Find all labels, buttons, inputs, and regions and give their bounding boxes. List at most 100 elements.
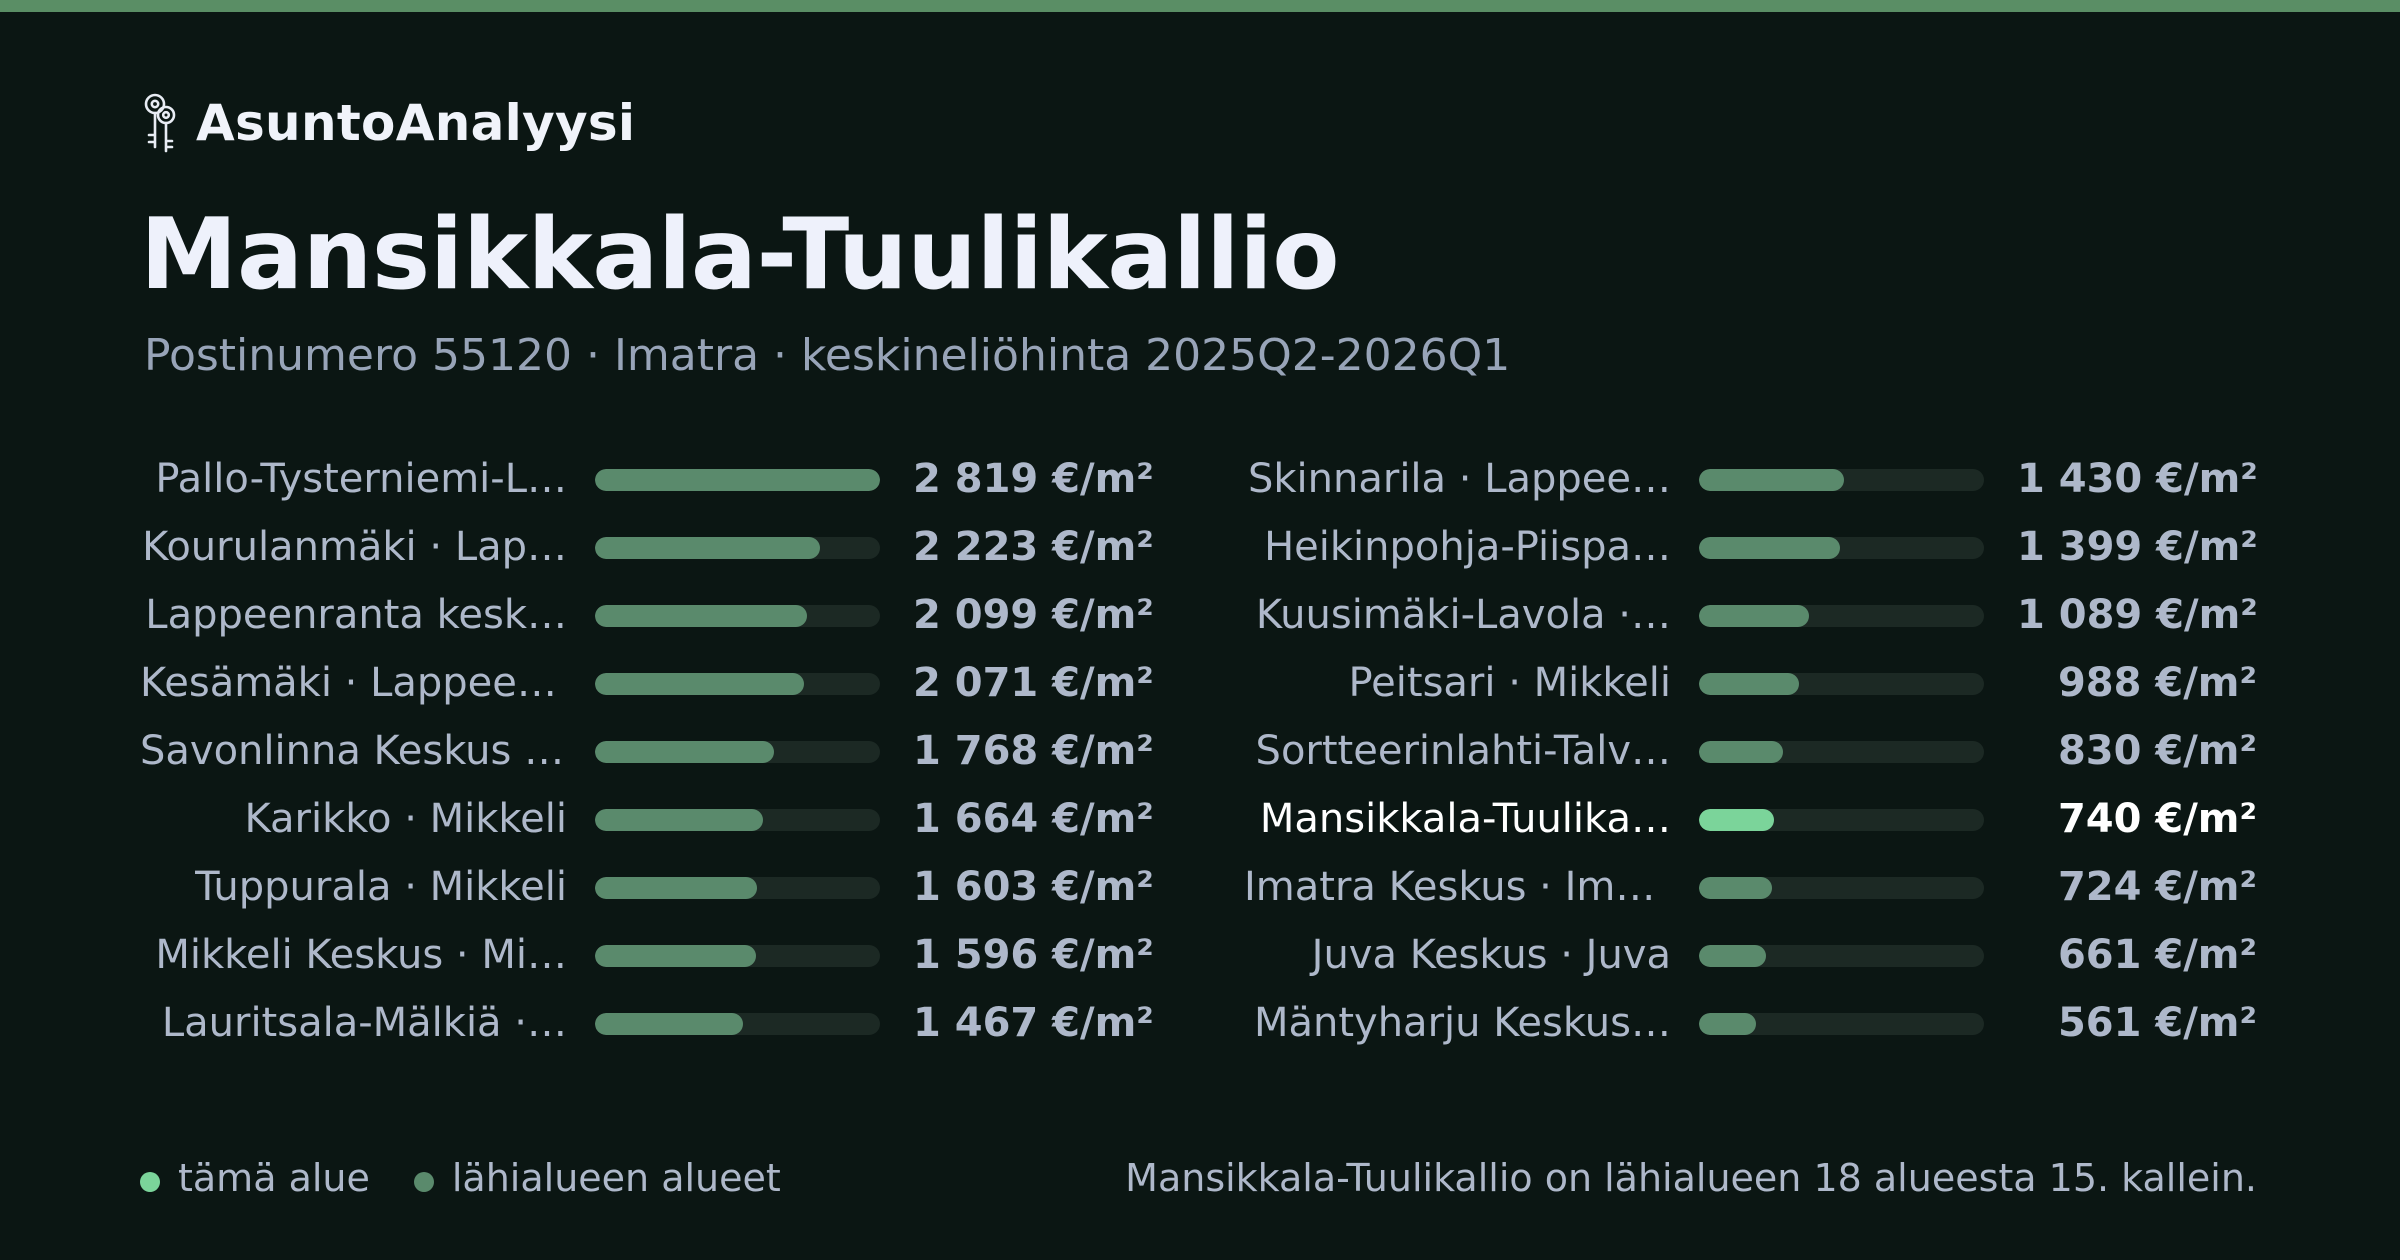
bar-value-label: 1 664 €/m²	[913, 796, 1154, 842]
bar	[595, 809, 764, 831]
keys-icon	[144, 93, 176, 153]
brand: AsuntoAnalyysi	[140, 88, 635, 158]
bar-row: Pallo-Tysterniemi-L… 2 819 €/m²	[140, 445, 1154, 513]
bar-label: Mäntyharju Keskus…	[1253, 1000, 1671, 1046]
bar-row: Skinnarila · Lappee… 1 430 €/m²	[1244, 445, 2258, 513]
bar-label: Kesämäki · Lappeen…	[140, 660, 567, 706]
bar	[595, 945, 757, 967]
bar-track	[1699, 877, 1984, 899]
bar-track	[595, 1013, 880, 1035]
bar-label: Sortteerinlahti-Talv…	[1255, 728, 1671, 774]
bar-row: Karikko · Mikkeli 1 664 €/m²	[140, 785, 1154, 853]
bar-value-label: 988 €/m²	[2057, 660, 2257, 706]
bar-row: Lappeenranta kesk… 2 099 €/m²	[140, 581, 1154, 649]
bar-row: Savonlinna Keskus ·… 1 768 €/m²	[140, 717, 1154, 785]
bar-row: Kuusimäki-Lavola ·… 1 089 €/m²	[1244, 581, 2258, 649]
bar-label: Juva Keskus · Juva	[1311, 932, 1671, 978]
bar-track	[1699, 673, 1984, 695]
bar	[595, 877, 758, 899]
bar-label: Mikkeli Keskus · Mi…	[155, 932, 567, 978]
bar-value-label: 1 399 €/m²	[2017, 524, 2258, 570]
bar-track	[1699, 741, 1984, 763]
page-subtitle: Postinumero 55120 · Imatra · keskineliöh…	[144, 330, 1511, 381]
bar-row: Tuppurala · Mikkeli 1 603 €/m²	[140, 853, 1154, 921]
bar-label: Tuppurala · Mikkeli	[195, 864, 567, 910]
bar	[1699, 537, 1841, 559]
bar-value-label: 1 430 €/m²	[2017, 456, 2258, 502]
bar-value-label: 724 €/m²	[2057, 864, 2257, 910]
bar	[1699, 469, 1844, 491]
bar-column-left: Pallo-Tysterniemi-L… 2 819 €/m² Kourulanmä…	[140, 445, 1154, 1057]
bar-row: Mikkeli Keskus · Mi… 1 596 €/m²	[140, 921, 1154, 989]
bar-label: Pallo-Tysterniemi-L…	[155, 456, 567, 502]
bar-value-label: 1 467 €/m²	[913, 1000, 1154, 1046]
bar-row: Peitsari · Mikkeli 988 €/m²	[1244, 649, 2257, 717]
bar-row: Mäntyharju Keskus… 561 €/m²	[1244, 989, 2257, 1057]
bar-track	[1699, 1013, 1984, 1035]
brand-name: AsuntoAnalyysi	[196, 94, 636, 152]
bar-track	[1699, 809, 1984, 831]
bar	[1699, 605, 1810, 627]
bar-row: Imatra Keskus · Ima… 724 €/m²	[1244, 853, 2257, 921]
bar	[595, 605, 808, 627]
bar-value-label: 561 €/m²	[2057, 1000, 2257, 1046]
bar-track	[1699, 945, 1984, 967]
bar-label: Kuusimäki-Lavola ·…	[1255, 592, 1671, 638]
bar-label: Kourulanmäki · Lap…	[142, 524, 567, 570]
bar-value-label: 1 089 €/m²	[2017, 592, 2258, 638]
bar-track	[595, 945, 880, 967]
bar-label: Peitsari · Mikkeli	[1348, 660, 1671, 706]
bar	[595, 1013, 744, 1035]
bar-label: Mansikkala-Tuulika…	[1259, 796, 1671, 842]
legend-item-this-area: tämä alue	[140, 1156, 370, 1200]
bar	[1699, 945, 1766, 967]
bar-value-label: 2 099 €/m²	[913, 592, 1154, 638]
bar-row: Lauritsala-Mälkiä ·… 1 467 €/m²	[140, 989, 1154, 1057]
bar-row: Heikinpohja-Piispa… 1 399 €/m²	[1244, 513, 2258, 581]
legend-item-neighbours: lähialueen alueet	[413, 1156, 781, 1200]
bar-value-label: 1 768 €/m²	[913, 728, 1154, 774]
bar	[1699, 741, 1783, 763]
bar-value-label: 740 €/m²	[2057, 796, 2257, 842]
bar-label: Karikko · Mikkeli	[244, 796, 567, 842]
bar-label: Savonlinna Keskus ·…	[140, 728, 567, 774]
bar-value-label: 2 819 €/m²	[913, 456, 1154, 502]
top-accent-bar	[0, 0, 2400, 12]
bar-row: Kesämäki · Lappeen… 2 071 €/m²	[140, 649, 1154, 717]
footnote: Mansikkala-Tuulikallio on lähialueen 18 …	[1125, 1156, 2257, 1200]
bar	[595, 537, 820, 559]
bar-track	[595, 741, 880, 763]
bar-label: Lappeenranta kesk…	[145, 592, 567, 638]
bar	[1699, 673, 1799, 695]
bar	[595, 469, 880, 491]
bar-track	[1699, 605, 1984, 627]
bar-track	[595, 809, 880, 831]
bar	[1699, 1013, 1756, 1035]
bar-value-label: 2 223 €/m²	[913, 524, 1154, 570]
bar-track	[1699, 537, 1984, 559]
bar-row: Kourulanmäki · Lap… 2 223 €/m²	[140, 513, 1154, 581]
bar-value-label: 2 071 €/m²	[913, 660, 1154, 706]
bar	[1699, 877, 1773, 899]
bar-track	[595, 877, 880, 899]
bar	[595, 673, 805, 695]
bar-value-label: 661 €/m²	[2057, 932, 2257, 978]
legend-dot-neighbours	[413, 1172, 434, 1192]
bar-track	[595, 469, 880, 491]
page-title: Mansikkala-Tuulikallio	[140, 198, 1340, 312]
legend: tämä alue lähialueen alueet	[140, 1150, 825, 1206]
legend-label-neighbours: lähialueen alueet	[451, 1156, 781, 1200]
legend-label-this-area: tämä alue	[178, 1156, 370, 1200]
bar	[595, 741, 774, 763]
bar-track	[1699, 469, 1984, 491]
bar	[1699, 809, 1774, 831]
legend-dot-this-area	[140, 1172, 160, 1192]
bar-row: Sortteerinlahti-Talv… 830 €/m²	[1244, 717, 2257, 785]
bar-value-label: 830 €/m²	[2057, 728, 2257, 774]
bar-column-right: Skinnarila · Lappee… 1 430 €/m² Heikinpohj…	[1244, 445, 2258, 1057]
bar-row: Juva Keskus · Juva 661 €/m²	[1244, 921, 2257, 989]
bar-value-label: 1 603 €/m²	[913, 864, 1154, 910]
bar-label: Imatra Keskus · Ima…	[1244, 864, 1671, 910]
bar-label: Lauritsala-Mälkiä ·…	[161, 1000, 567, 1046]
bar-value-label: 1 596 €/m²	[913, 932, 1154, 978]
